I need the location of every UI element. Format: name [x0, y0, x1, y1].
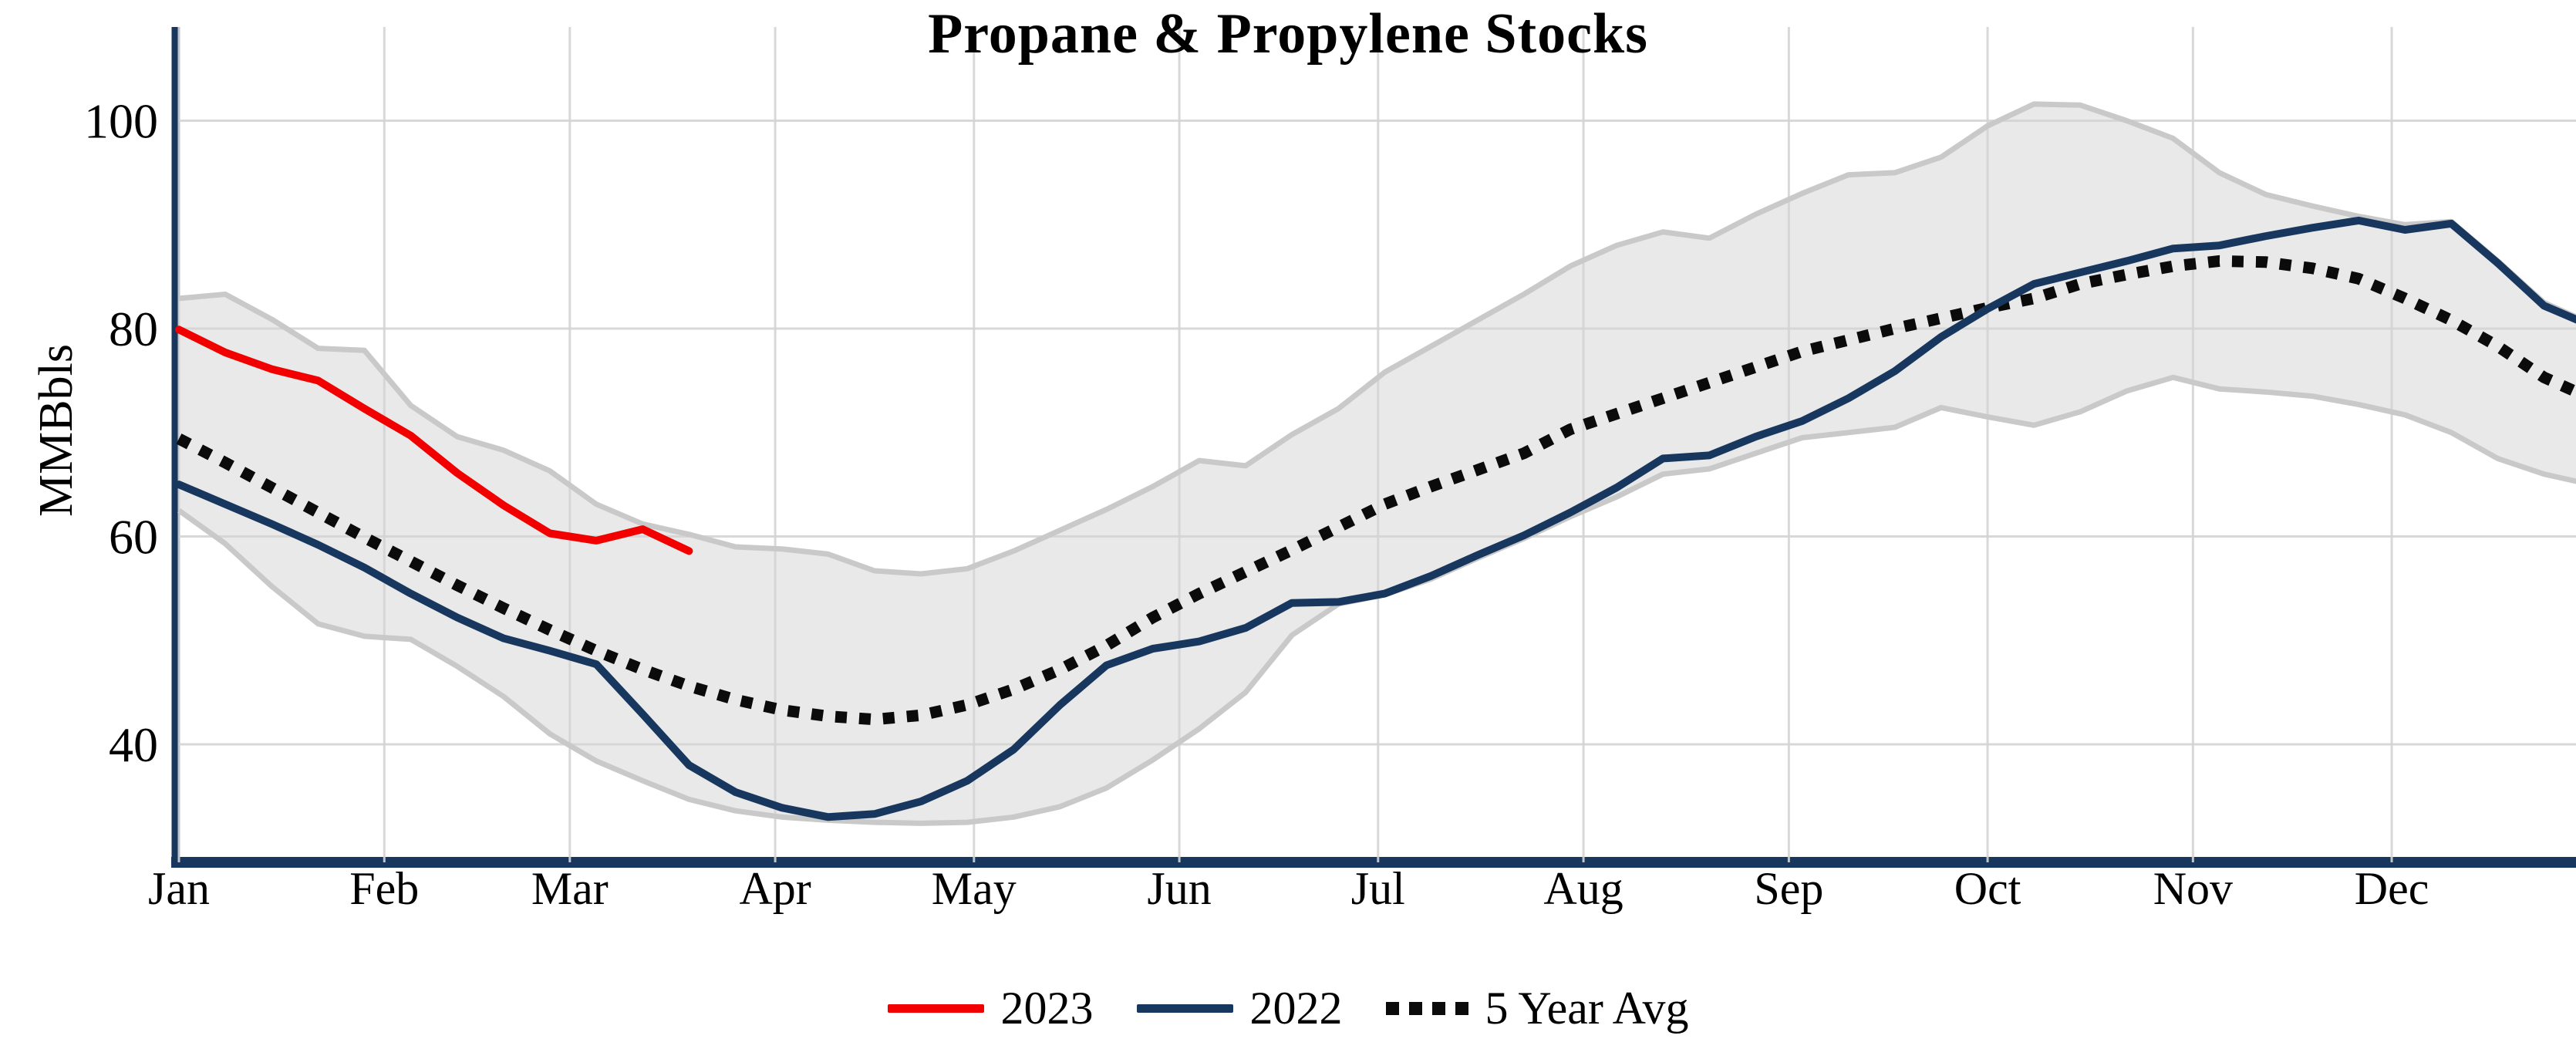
month-label-Jan: Jan: [148, 863, 210, 914]
legend-5yr-avg-label: 5 Year Avg: [1485, 983, 1689, 1034]
month-label-Jul: Jul: [1351, 863, 1405, 914]
month-label-Dec: Dec: [2355, 863, 2429, 914]
series-2022-line: [175, 216, 2576, 821]
month-label-Jun: Jun: [1147, 863, 1211, 914]
legend-5yr-avg-dotted-swatch: [1385, 1002, 1468, 1015]
legend: 2023 2022 5 Year Avg: [0, 982, 2576, 1035]
legend-item-2022: 2022: [1136, 982, 1343, 1035]
y-tick-label-80: 80: [109, 302, 158, 356]
month-label-Sep: Sep: [1754, 863, 1823, 914]
chart-title: Propane & Propylene Stocks: [928, 2, 1648, 66]
series-5yr-avg-line: [176, 255, 2576, 726]
legend-2023-line-swatch: [887, 1004, 984, 1013]
legend-2022-line-swatch: [1136, 1004, 1233, 1013]
band-max-border: [178, 101, 2576, 577]
month-label-May: May: [932, 863, 1017, 914]
legend-2022-label: 2022: [1249, 983, 1343, 1034]
legend-item-5yr-avg: 5 Year Avg: [1385, 982, 1689, 1035]
month-label-Feb: Feb: [349, 863, 419, 914]
series-2023-line: [175, 325, 693, 555]
month-label-Nov: Nov: [2153, 863, 2233, 914]
y-axis-label: MMBbls: [30, 344, 83, 517]
month-label-Aug: Aug: [1543, 863, 1623, 914]
y-tick-label-40: 40: [109, 717, 158, 772]
month-label-Apr: Apr: [739, 863, 811, 914]
month-label-Mar: Mar: [531, 863, 609, 914]
y-tick-label-60: 60: [109, 510, 158, 565]
legend-2023-label: 2023: [1000, 983, 1094, 1034]
legend-item-2023: 2023: [887, 982, 1094, 1035]
y-tick-label-100: 100: [84, 94, 158, 149]
month-label-Oct: Oct: [1954, 863, 2021, 914]
